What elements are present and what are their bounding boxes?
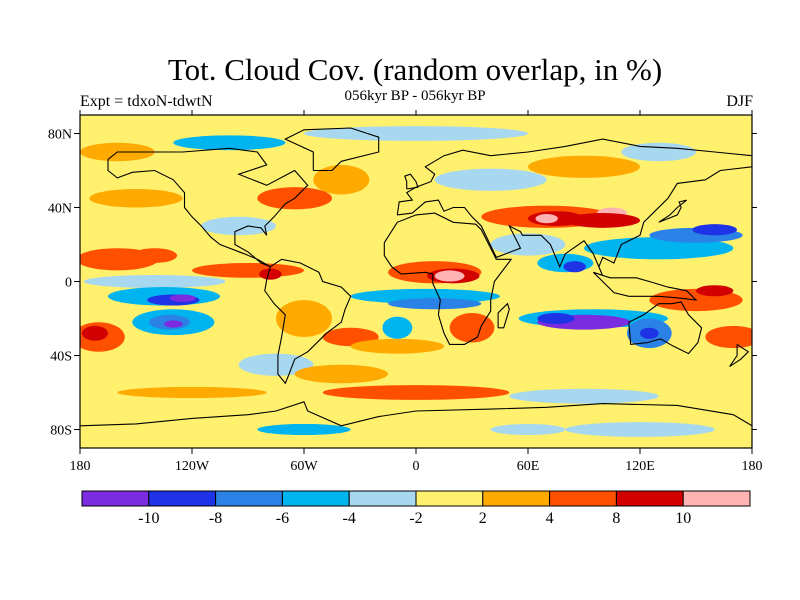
contour-region (81, 325, 108, 341)
lon-tick-label: 120W (175, 459, 210, 474)
contour-region (565, 213, 641, 228)
page-title: Tot. Cloud Cov. (random overlap, in %) (167, 52, 663, 87)
colorbar-label: -4 (343, 510, 356, 527)
contour-region (696, 285, 734, 297)
contour-region (563, 261, 586, 273)
contour-region (528, 155, 640, 178)
coastline-segment (107, 147, 309, 268)
experiment-label: Expt = tdxoN-tdwtN (80, 93, 213, 110)
contour-region (132, 248, 178, 263)
contour-region (257, 423, 351, 436)
contour-region (434, 168, 547, 191)
colorbar-label: 2 (479, 510, 487, 527)
season-label: DJF (726, 93, 753, 110)
contour-region (164, 320, 183, 328)
contour-region (259, 268, 282, 280)
coastline-segment (729, 343, 750, 368)
contour-region (434, 270, 465, 282)
contour-region (294, 364, 389, 384)
contour-region (304, 126, 528, 141)
contour-region (535, 213, 558, 224)
coastline-segment (592, 271, 698, 301)
lat-tick-label: 0 (65, 276, 72, 291)
colorbar-swatch (348, 490, 417, 507)
contour-region (705, 325, 752, 349)
colorbar-swatch (415, 490, 484, 507)
colorbar-swatch (81, 490, 150, 507)
colorbar-swatch (482, 490, 551, 507)
contour-field (80, 115, 752, 448)
colorbar-swatch (615, 490, 684, 507)
contour-region (350, 338, 445, 354)
contour-region (192, 263, 304, 278)
latitude-labels: 80N 40N 0 40S 80S (48, 128, 72, 439)
contour-region (490, 233, 566, 256)
contour-region (490, 423, 566, 436)
contour-region (382, 316, 413, 339)
contour-region (565, 422, 715, 437)
contour-region (322, 385, 510, 400)
lat-tick-label: 80S (50, 424, 72, 439)
colorbar-label: -10 (138, 510, 159, 527)
colorbar-swatch (148, 490, 217, 507)
lon-tick-label: 180 (70, 459, 91, 474)
colorbar-label: -8 (209, 510, 222, 527)
contour-region (388, 298, 482, 310)
contour-region (313, 164, 370, 195)
colorbar-swatch (549, 490, 617, 507)
contour-region (537, 312, 575, 325)
contour-region (621, 142, 697, 162)
coastline-segment (383, 212, 513, 345)
contour-region (89, 189, 183, 208)
colorbar-label: -2 (409, 510, 422, 527)
coastline-segment (264, 258, 352, 385)
coastline-segment (80, 401, 752, 427)
lon-tick-label: 0 (413, 459, 420, 474)
contour-region (173, 135, 286, 151)
coastlines (80, 127, 752, 427)
lat-tick-label: 80N (48, 128, 72, 143)
contour-region (169, 294, 196, 302)
colorbar-swatch (281, 490, 350, 507)
colorbar-label: -6 (276, 510, 289, 527)
contour-region (509, 388, 659, 404)
colorbar-swatch (215, 490, 283, 507)
contour-region (692, 224, 738, 236)
contour-region (640, 327, 659, 339)
contour-region (201, 216, 276, 236)
colorbar-label: 8 (612, 510, 620, 527)
colorbar-swatch (682, 490, 751, 507)
lon-tick-label: 120E (625, 459, 655, 474)
contour-region (83, 275, 226, 288)
plot-subtitle: 056kyr BP - 056kyr BP (344, 88, 486, 104)
colorbar-label: 10 (675, 510, 691, 527)
coastline-segment (497, 302, 510, 329)
contour-region (117, 386, 267, 399)
colorbar (81, 490, 751, 507)
lon-tick-label: 180 (742, 459, 763, 474)
coastline-segment (404, 173, 419, 190)
coastline-segment (284, 127, 380, 172)
coastline-segment (658, 199, 688, 223)
lat-tick-label: 40S (50, 350, 72, 365)
colorbar-label: 4 (546, 510, 554, 527)
lat-tick-label: 40N (48, 202, 72, 217)
colorbar-labels: -10 -8 -6 -4 -2 2 4 8 10 (138, 510, 691, 527)
lon-tick-label: 60W (290, 459, 318, 474)
lon-tick-label: 60E (517, 459, 540, 474)
coastline-segment (396, 138, 752, 277)
contour-region (276, 300, 332, 337)
coastline-segment (628, 301, 703, 355)
contour-region (449, 312, 495, 343)
longitude-labels: 180 120W 60W 0 60E 120E 180 (70, 459, 763, 474)
axis-ticks (74, 110, 757, 454)
